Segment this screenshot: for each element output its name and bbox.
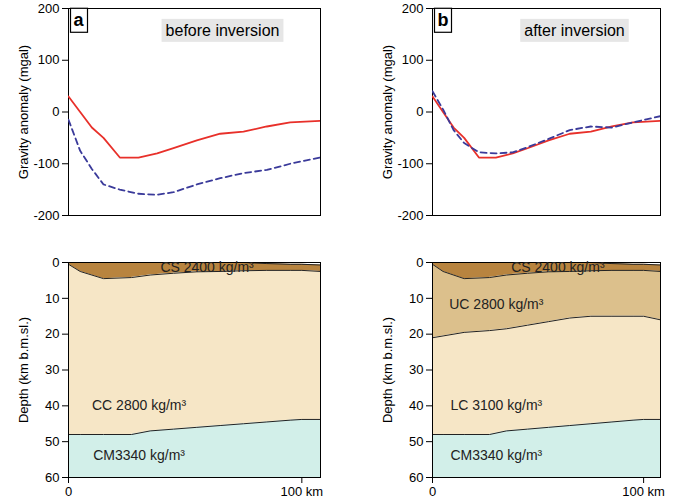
svg-text:100 km: 100 km (281, 484, 324, 499)
svg-text:0: 0 (52, 255, 59, 270)
svg-text:40: 40 (45, 398, 59, 413)
svg-text:40: 40 (409, 398, 423, 413)
svg-text:0: 0 (52, 104, 59, 119)
svg-text:20: 20 (409, 326, 423, 341)
svg-text:after inversion: after inversion (524, 22, 625, 39)
svg-text:Gravity anomaly (mgal): Gravity anomaly (mgal) (380, 45, 395, 179)
svg-text:100 km: 100 km (622, 484, 665, 499)
svg-text:LC 3100 kg/m³: LC 3100 kg/m³ (450, 397, 542, 413)
svg-text:60: 60 (45, 470, 59, 485)
svg-text:-200: -200 (33, 208, 59, 223)
svg-text:CS 2400 kg/m³: CS 2400 kg/m³ (160, 259, 254, 275)
svg-text:200: 200 (38, 1, 60, 16)
svg-text:0: 0 (416, 104, 423, 119)
svg-text:-100: -100 (33, 156, 59, 171)
svg-text:CC 2800 kg/m³: CC 2800 kg/m³ (92, 397, 186, 413)
svg-text:-200: -200 (397, 208, 423, 223)
svg-text:50: 50 (409, 434, 423, 449)
svg-text:Gravity anomaly (mgal): Gravity anomaly (mgal) (16, 45, 31, 179)
svg-text:b: b (438, 10, 449, 30)
svg-text:-100: -100 (397, 156, 423, 171)
svg-text:20: 20 (45, 326, 59, 341)
svg-text:0: 0 (65, 484, 72, 499)
svg-text:10: 10 (409, 290, 423, 305)
svg-text:50: 50 (45, 434, 59, 449)
svg-text:before inversion: before inversion (166, 22, 280, 39)
svg-text:0: 0 (429, 484, 436, 499)
svg-text:10: 10 (45, 290, 59, 305)
svg-text:CS 2400 kg/m³: CS 2400 kg/m³ (511, 259, 605, 275)
svg-text:Depth (km b.m.sl.): Depth (km b.m.sl.) (16, 317, 31, 423)
svg-text:100: 100 (402, 52, 424, 67)
svg-text:UC 2800 kg/m³: UC 2800 kg/m³ (449, 296, 543, 312)
svg-text:30: 30 (409, 362, 423, 377)
svg-text:Depth (km b.m.sl.): Depth (km b.m.sl.) (380, 317, 395, 423)
svg-text:CM3340 kg/m³: CM3340 kg/m³ (93, 447, 185, 463)
svg-text:60: 60 (409, 470, 423, 485)
svg-text:CM3340 kg/m³: CM3340 kg/m³ (450, 447, 542, 463)
svg-text:30: 30 (45, 362, 59, 377)
svg-text:0: 0 (416, 255, 423, 270)
svg-text:200: 200 (402, 1, 424, 16)
svg-text:100: 100 (38, 52, 60, 67)
svg-text:a: a (74, 10, 85, 30)
